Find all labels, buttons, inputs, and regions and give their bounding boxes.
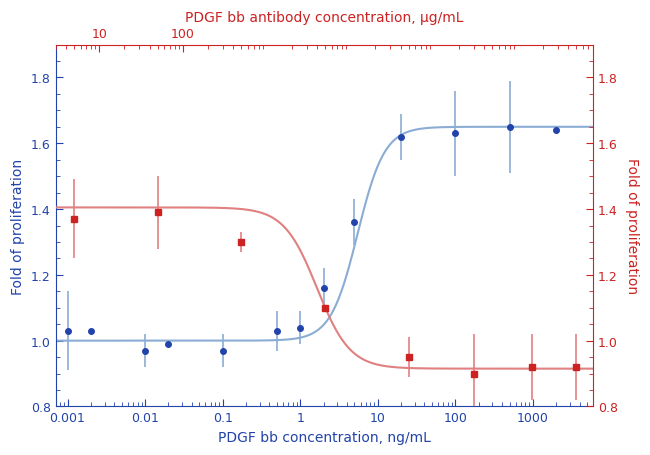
Y-axis label: Fold of proliferation: Fold of proliferation [11, 158, 25, 294]
X-axis label: PDGF bb antibody concentration, μg/mL: PDGF bb antibody concentration, μg/mL [185, 11, 463, 25]
Y-axis label: Fold of proliferation: Fold of proliferation [625, 158, 639, 294]
X-axis label: PDGF bb concentration, ng/mL: PDGF bb concentration, ng/mL [218, 430, 431, 444]
